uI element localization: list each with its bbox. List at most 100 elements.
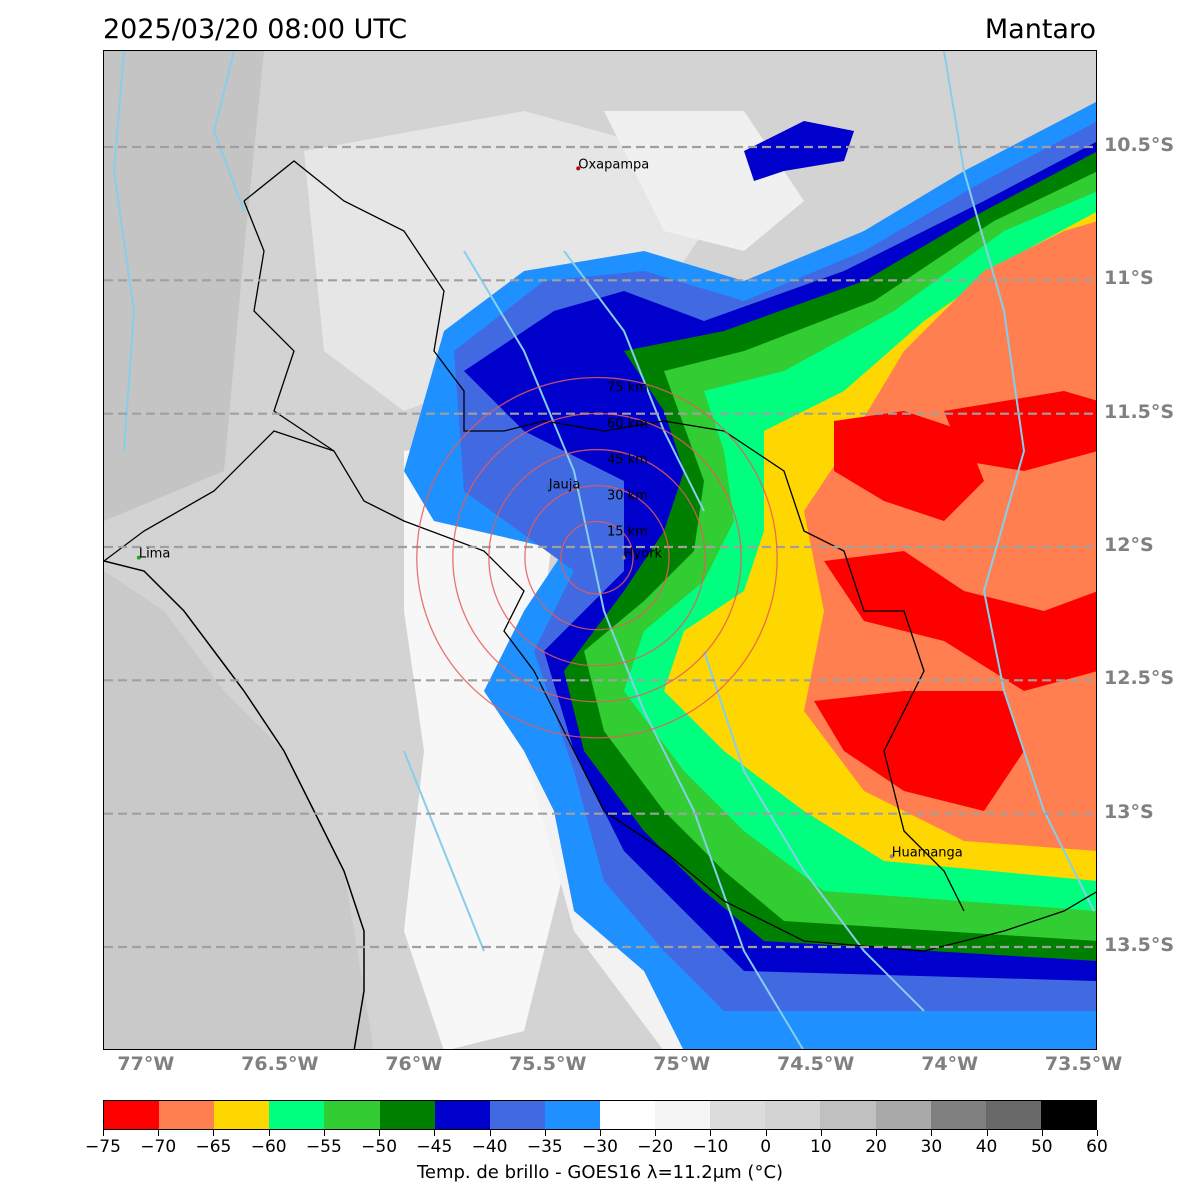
cloud-coral [804,221,1096,851]
cloud-northern-patch [744,121,854,181]
colorbar [103,1100,1097,1130]
range-ring-label: 30 km [607,489,648,504]
colorbar-tick-mark [986,1130,988,1136]
colorbar-segment [1040,1101,1096,1129]
latitude-label: 10.5°S [1104,134,1175,156]
latitude-label: 13.5°S [1104,934,1175,956]
colorbar-tick-label: −65 [195,1137,232,1157]
region-boundaries [104,160,1096,952]
city-marker [621,555,626,560]
region-title: Mantaro [984,14,1096,45]
longitude-label: 74.5°W [777,1053,855,1075]
colorbar-tick-label: 10 [810,1137,832,1157]
colorbar-segment [875,1101,931,1129]
latitude-label: 12.5°S [1104,667,1175,690]
latitude-label: 11°S [1104,267,1154,290]
longitude-label: 74°W [921,1053,979,1075]
colorbar-segment [655,1101,711,1129]
colorbar-tick-label: 0 [760,1137,772,1157]
city-label: Hyork [624,547,663,562]
colorbar-segment [710,1101,766,1129]
colorbar-tick-mark [765,1130,767,1136]
city-marker [546,486,551,491]
range-ring-label: 75 km [607,380,648,395]
range-ring [488,448,706,667]
longitude-label: 76°W [385,1053,443,1075]
colorbar-tick-mark [323,1130,325,1136]
coastline [104,560,365,1049]
city-marker [889,854,894,859]
range-ring-label: 15 km [607,525,648,540]
cloud-red-core-1 [834,411,984,521]
cloud-red-core-4 [814,691,1024,811]
colorbar-tick-label: −40 [471,1137,508,1157]
colorbar-tick-label: −45 [416,1137,453,1157]
colorbar-tick-label: −10 [692,1137,729,1157]
range-ring-label: 60 km [607,417,648,432]
coastal-dark-terrain [104,51,264,521]
colorbar-segment [765,1101,821,1129]
rivers [112,51,1095,1049]
colorbar-tick-mark [213,1130,215,1136]
colorbar-segment [104,1101,160,1129]
city-label: Huamanga [892,845,963,860]
colorbar-segment [489,1101,545,1129]
colorbar-tick-label: −60 [250,1137,287,1157]
colorbar-tick-mark [655,1130,657,1136]
colorbar-tick-label: 60 [1086,1137,1108,1157]
colorbar-segment [324,1101,380,1129]
colorbar-label: Temp. de brillo - GOES16 λ=11.2μm (°C) [416,1162,784,1183]
white-cloud-zone [404,431,604,1049]
latitude-label: 12°S [1104,534,1154,556]
range-ring [524,484,670,631]
longitude-label: 76.5°W [241,1053,319,1075]
longitude-label: 77°W [117,1053,175,1075]
city-marker [136,555,141,560]
colorbar-tick-mark [710,1130,712,1136]
longitude-label: 73.5°W [1044,1053,1123,1075]
city-label: Jauja [548,477,581,492]
range-rings: 15 km 30 km 45 km 60 km 75 km [416,376,778,739]
colorbar-segment [159,1101,215,1129]
colorbar-segment [214,1101,270,1129]
satellite-map[interactable]: 15 km 30 km 45 km 60 km 75 km Oxapampa Lima Ja… [103,50,1097,1050]
colorbar-tick-label: −35 [526,1137,563,1157]
colorbar-tick-mark [931,1130,933,1136]
range-ring [560,520,634,595]
colorbar-tick-label: −70 [140,1137,177,1157]
colorbar-tick-label: −55 [305,1137,342,1157]
colorbar-segment [930,1101,986,1129]
range-ring [416,376,778,739]
colorbar-tick-label: −50 [361,1137,398,1157]
cloud-red-core-3 [824,551,1096,691]
latitude-label: 13°S [1104,800,1154,823]
range-ring-label: 45 km [607,453,648,468]
longitude-label: 75.5°W [509,1053,587,1075]
longitude-label: 75°W [653,1053,711,1075]
colorbar-tick-mark [820,1130,822,1136]
colorbar-tick-mark [489,1130,491,1136]
range-ring [452,412,742,703]
colorbar-tick-label: 50 [1030,1137,1053,1157]
latitude-label: 11.5°S [1104,400,1175,423]
colorbar-tick-mark [268,1130,270,1136]
city-markers: Oxapampa Lima Jauja Hyork Huamanga [136,157,963,860]
datetime-title: 2025/03/20 08:00 UTC [103,14,408,45]
colorbar-tick-mark [1041,1130,1043,1136]
colorbar-segment [820,1101,876,1129]
colorbar-segment [985,1101,1041,1129]
colorbar-segment [379,1101,435,1129]
colorbar-tick-label: 40 [975,1137,998,1157]
cloud-red-core-2 [944,391,1096,471]
colorbar-tick-mark [876,1130,878,1136]
colorbar-tick-mark [434,1130,436,1136]
colorbar-tick-mark [600,1130,601,1136]
colorbar-tick-label: −75 [85,1137,121,1157]
colorbar-tick-label: 30 [920,1137,943,1157]
colorbar-segment [599,1101,656,1129]
colorbar-tick-label: −30 [582,1137,618,1157]
colorbar-tick-mark [103,1130,104,1136]
colorbar-tick-mark [158,1130,160,1136]
city-label: Oxapampa [578,157,649,172]
colorbar-tick-label: −20 [637,1137,674,1157]
